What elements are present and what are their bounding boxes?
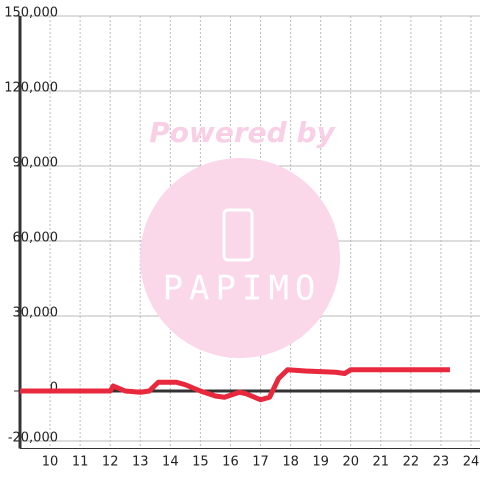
- x-tick-label: 16: [222, 455, 239, 470]
- x-tick-label: 22: [403, 455, 420, 470]
- watermark-phone: [222, 208, 254, 262]
- x-tick-label: 12: [102, 455, 119, 470]
- y-tick-label: 150,000: [4, 6, 58, 21]
- line: [20, 367, 450, 403]
- x-tick-label: 13: [132, 455, 149, 470]
- watermark-text: Powered by: [149, 116, 336, 149]
- x-tick-label: 17: [252, 455, 269, 470]
- watermark: Powered by PAPIMO: [140, 116, 340, 358]
- watermark-circle: [140, 158, 340, 358]
- x-tick-label: 21: [373, 455, 390, 470]
- y-tick-label: 60,000: [13, 231, 59, 246]
- x-tick-label: 10: [42, 455, 59, 470]
- y-tick-label: 30,000: [13, 306, 59, 321]
- x-tick-label: 20: [342, 455, 359, 470]
- x-tick-label: 15: [192, 455, 209, 470]
- y-tick-label: -20,000: [8, 431, 58, 446]
- watermark-logo: PAPIMO: [163, 269, 322, 309]
- x-tick-label: 14: [162, 455, 179, 470]
- x-tick-label: 23: [433, 455, 450, 470]
- x-tick-label: 18: [282, 455, 299, 470]
- x-tick-label: 24: [463, 455, 480, 470]
- x-tick-label: 11: [72, 455, 89, 470]
- x-tick-label: 19: [312, 455, 329, 470]
- y-tick-label: 120,000: [4, 81, 58, 96]
- y-tick-label: 0: [50, 381, 58, 396]
- y-tick-label: 90,000: [13, 156, 59, 171]
